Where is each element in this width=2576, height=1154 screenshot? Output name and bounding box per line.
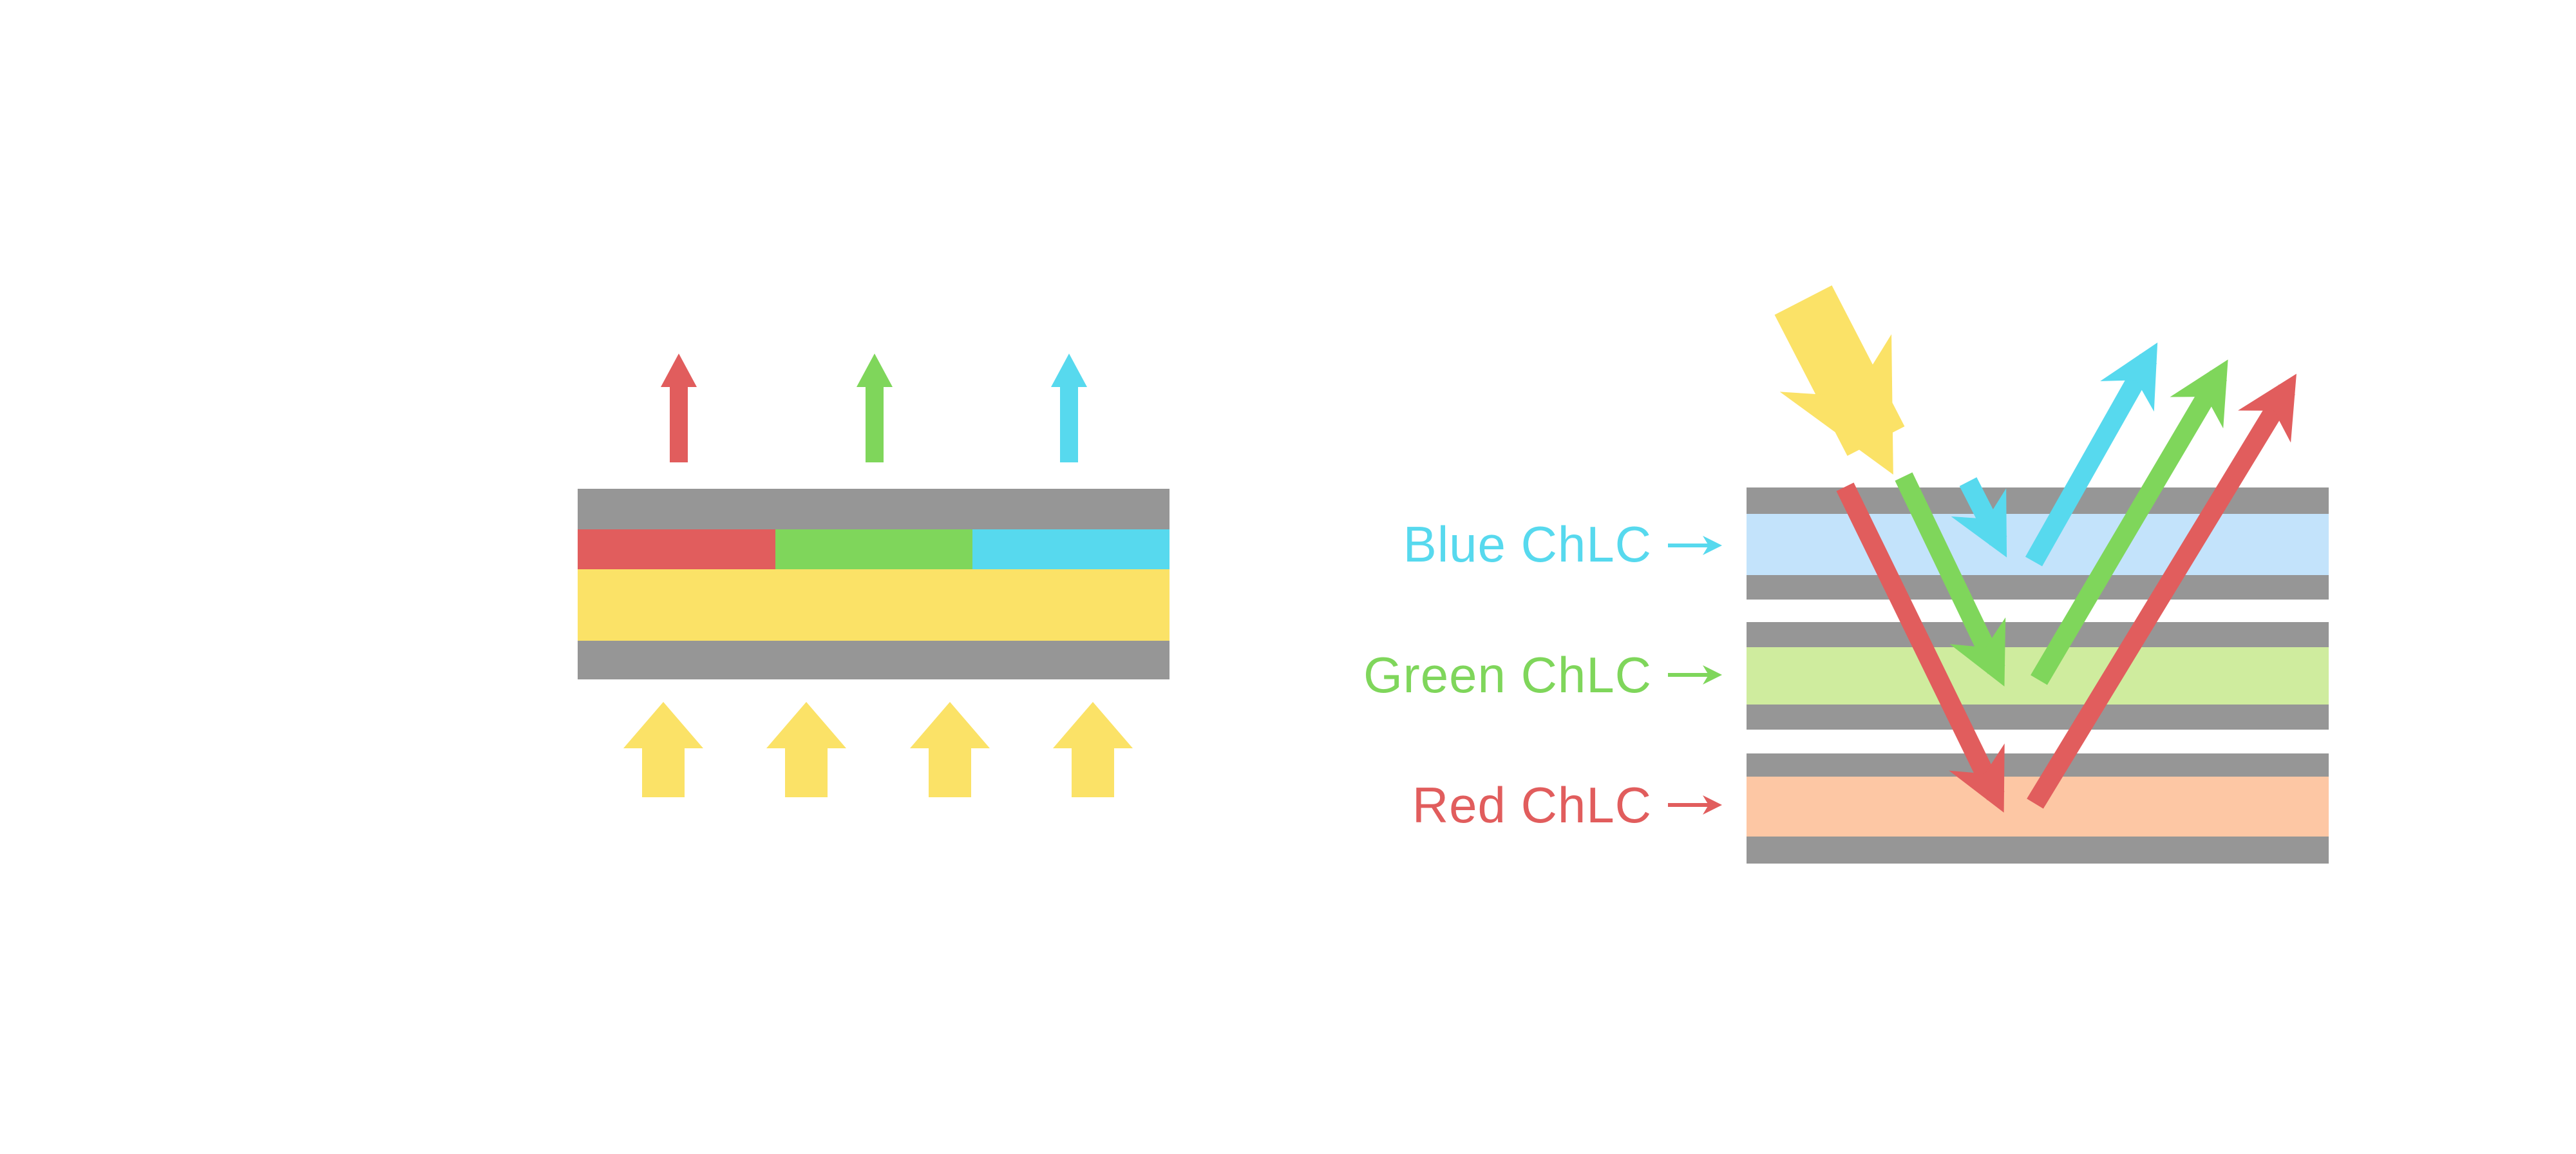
substrate-bar [1747,705,2329,730]
backlight-arrow-icon [910,702,990,797]
green-beam-reflected-icon [2031,359,2228,685]
left-stack-diagram [578,354,1170,797]
green-up-arrow-icon [857,354,893,462]
right-stack-diagram [1668,285,2329,864]
incident-light-arrow-icon [1774,285,1905,475]
substrate-bar [1747,837,2329,864]
substrate-bar [1747,575,2329,600]
cyan-up-arrow-icon [1051,354,1087,462]
green-filter-segment [775,529,972,569]
backlight-arrow-icon [1053,702,1133,797]
substrate-bar [1747,753,2329,777]
green-beam-down-icon [1895,472,2006,686]
red-beam-down-icon [1836,482,2005,813]
blue-chlc-label: Blue ChLC [1403,516,1652,572]
left-stack-bottom-substrate [578,641,1170,679]
red-chlc-label: Red ChLC [1412,777,1652,833]
cyan-filter-segment [972,529,1170,569]
backlight-arrow-icon [623,702,703,797]
substrate-bar [1747,487,2329,514]
backlight-arrow-icon [766,702,846,797]
yellow-layer [578,569,1170,641]
left-stack-top-substrate [578,489,1170,529]
green-chlc-label: Green ChLC [1363,647,1652,703]
red-up-arrow-icon [661,354,697,462]
cyan-beam-down-icon [1951,477,2007,558]
red-beam-reflected-icon [2027,374,2297,809]
red-filter-segment [578,529,775,569]
cyan-beam-reflected-icon [2025,342,2158,567]
substrate-bar [1747,622,2329,647]
